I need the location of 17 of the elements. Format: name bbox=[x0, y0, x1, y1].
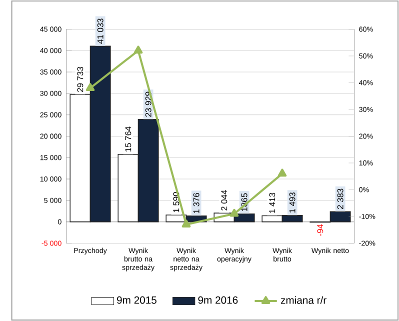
point bbox=[230, 208, 239, 217]
data-label: -94 bbox=[317, 224, 324, 236]
point bbox=[278, 168, 287, 177]
data-label: 2 044 bbox=[221, 190, 228, 210]
legend-label: 9m 2015 bbox=[117, 296, 156, 304]
data-label: 1 413 bbox=[269, 192, 276, 213]
point bbox=[86, 83, 95, 92]
data-label: 29 733 bbox=[77, 66, 84, 92]
point bbox=[182, 220, 191, 228]
legend-label: zmiana r/r bbox=[280, 296, 326, 304]
data-label: 15 764 bbox=[125, 126, 132, 152]
point bbox=[134, 46, 143, 54]
data-label: 1 376 bbox=[193, 192, 200, 214]
legend-label: 9m 2016 bbox=[198, 296, 238, 304]
data-label: 41 033 bbox=[97, 18, 104, 44]
data-label: 2 383 bbox=[337, 188, 344, 209]
data-label: 1 493 bbox=[289, 192, 296, 213]
